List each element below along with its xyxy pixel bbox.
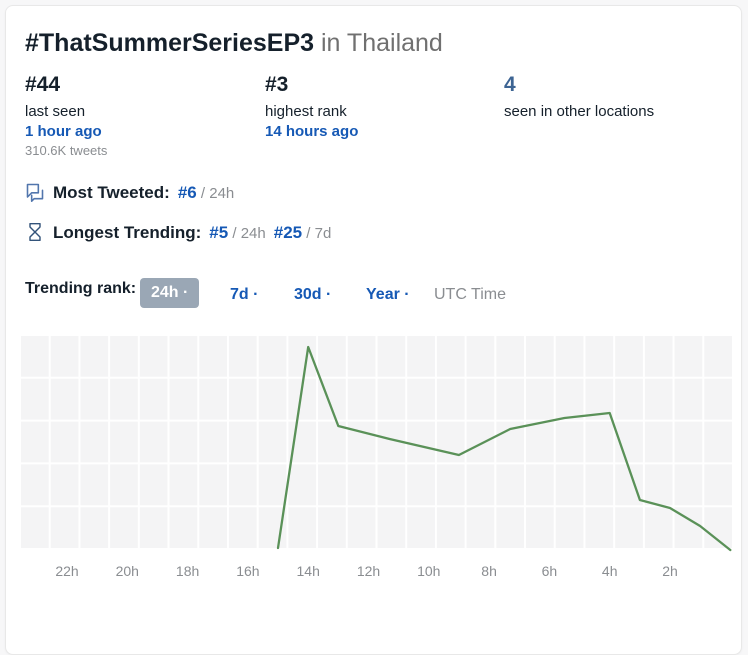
svg-text:2h: 2h — [662, 563, 678, 579]
svg-text:10h: 10h — [417, 563, 440, 579]
svg-text:8h: 8h — [481, 563, 497, 579]
svg-text:4h: 4h — [602, 563, 618, 579]
svg-text:6h: 6h — [542, 563, 558, 579]
svg-text:20h: 20h — [116, 563, 139, 579]
svg-text:14h: 14h — [297, 563, 320, 579]
svg-text:22h: 22h — [55, 563, 78, 579]
svg-text:16h: 16h — [236, 563, 259, 579]
svg-text:18h: 18h — [176, 563, 199, 579]
svg-text:12h: 12h — [357, 563, 380, 579]
